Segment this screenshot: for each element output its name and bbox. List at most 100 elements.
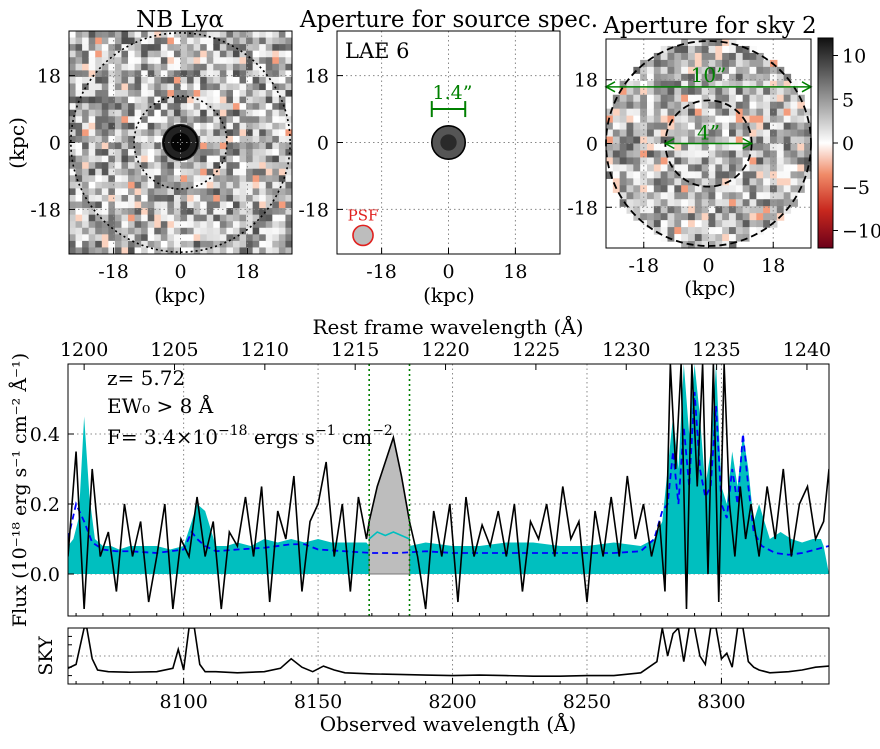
nb-pixel xyxy=(141,221,149,229)
object-label: LAE 6 xyxy=(345,39,409,63)
sky-pixel xyxy=(708,220,716,228)
sky-pixel xyxy=(715,73,723,82)
sky-pixel xyxy=(694,52,703,61)
sky-pixel xyxy=(708,164,716,172)
sky-pixel xyxy=(797,122,805,131)
sky-pixel xyxy=(701,241,710,249)
nb-pixel xyxy=(285,31,292,39)
nb-pixel xyxy=(252,194,260,203)
sky-pixel xyxy=(653,52,662,61)
nb-pixel xyxy=(219,149,228,157)
sky-pixel xyxy=(783,150,792,159)
nb-pixel xyxy=(226,142,234,150)
nb-pixel xyxy=(82,103,90,111)
nb-pixel xyxy=(213,76,221,85)
nb-pixel xyxy=(88,116,96,124)
nb-pixel xyxy=(75,149,83,157)
nb-pixel xyxy=(134,188,142,196)
sky-pixel xyxy=(722,213,730,221)
y-tick-label: 0.0 xyxy=(30,564,60,586)
sky-title: Aperture for sky 2 xyxy=(602,13,816,39)
nb-pixel xyxy=(173,83,182,91)
sky-pixel xyxy=(612,164,621,172)
sky-pixel xyxy=(660,206,669,214)
nb-pixel xyxy=(213,234,221,242)
nb-pixel xyxy=(187,57,195,65)
sky-pixel xyxy=(715,101,723,110)
sky-pixel xyxy=(770,164,778,172)
sky-pixel xyxy=(735,206,744,214)
nb-pixel xyxy=(160,83,168,91)
sky-pixel xyxy=(688,136,696,145)
nb-pixel xyxy=(69,240,77,249)
sky-pixel xyxy=(653,122,662,131)
sky-pixel xyxy=(667,87,675,96)
nb-pixel xyxy=(167,240,175,249)
sky-pixel xyxy=(688,171,696,179)
sky-pixel xyxy=(701,206,710,214)
y-tick-label: 0.4 xyxy=(30,424,60,446)
nb-pixel xyxy=(160,44,168,52)
nb-pixel xyxy=(114,240,123,249)
sky-xlabel: (kpc) xyxy=(684,276,736,300)
nb-pixel xyxy=(69,181,77,190)
sky-pixel xyxy=(770,206,778,214)
nb-pixel xyxy=(82,96,90,104)
nb-source-core xyxy=(170,132,191,153)
sky-pixel xyxy=(612,178,621,186)
nb-pixel xyxy=(226,240,234,249)
sky-pixel xyxy=(660,115,669,124)
sky-pixel xyxy=(749,115,757,124)
sky-pixel xyxy=(674,143,682,152)
nb-pixel xyxy=(128,96,136,104)
nb-pixel xyxy=(128,90,136,98)
nb-pixel xyxy=(206,37,214,45)
sky-pixel xyxy=(763,178,771,186)
sky-pixel xyxy=(735,227,744,235)
nb-pixel xyxy=(114,116,123,124)
nb-pixel xyxy=(246,96,254,104)
nb-pixel xyxy=(134,227,142,235)
nb-pixel xyxy=(272,214,280,222)
spectrum-ticks: 0.00.20.4 xyxy=(30,424,830,616)
rest-tick-label: 1240 xyxy=(783,339,831,361)
nb-pixel xyxy=(213,240,221,249)
nb-pixel xyxy=(69,149,77,157)
flux-prefix: F= 3.4×10 xyxy=(107,425,218,449)
nb-pixel xyxy=(187,208,195,216)
colorbar-tick-label: 10 xyxy=(842,46,866,68)
nb-pixel xyxy=(232,162,241,170)
nb-pixel xyxy=(272,175,280,183)
nb-pixel xyxy=(75,240,83,249)
nb-pixel xyxy=(187,96,195,104)
nb-pixel xyxy=(193,70,201,78)
nb-pixel xyxy=(173,63,182,71)
sky-pixel xyxy=(790,101,798,110)
nb-pixel xyxy=(206,247,214,254)
sky-pixel xyxy=(776,73,785,82)
nb-pixel xyxy=(154,44,162,52)
nb-pixel xyxy=(252,135,260,144)
sky-pixel xyxy=(756,164,764,172)
rest-frame-xlabel: Rest frame wavelength (Å) xyxy=(312,314,583,339)
nb-pixel xyxy=(147,70,155,78)
nb-pixel xyxy=(82,162,90,170)
nb-pixel xyxy=(219,227,228,235)
nb-title: NB Lyα xyxy=(136,7,224,33)
nb-pixel xyxy=(147,149,155,157)
nb-pixel xyxy=(187,188,195,196)
nb-pixel xyxy=(121,221,129,229)
nb-pixel xyxy=(114,63,123,71)
nb-pixel xyxy=(128,57,136,65)
nb-pixel xyxy=(180,103,188,111)
nb-pixel xyxy=(265,234,273,242)
sky-pixel xyxy=(681,66,689,75)
sky-pixel xyxy=(701,122,710,131)
nb-pixel xyxy=(141,214,149,222)
nb-pixel xyxy=(154,109,162,117)
nb-pixel xyxy=(265,227,273,235)
sky-pixel xyxy=(735,101,744,110)
nb-pixel xyxy=(213,155,221,163)
nb-pixel xyxy=(285,201,292,209)
nb-pixel xyxy=(219,188,228,196)
